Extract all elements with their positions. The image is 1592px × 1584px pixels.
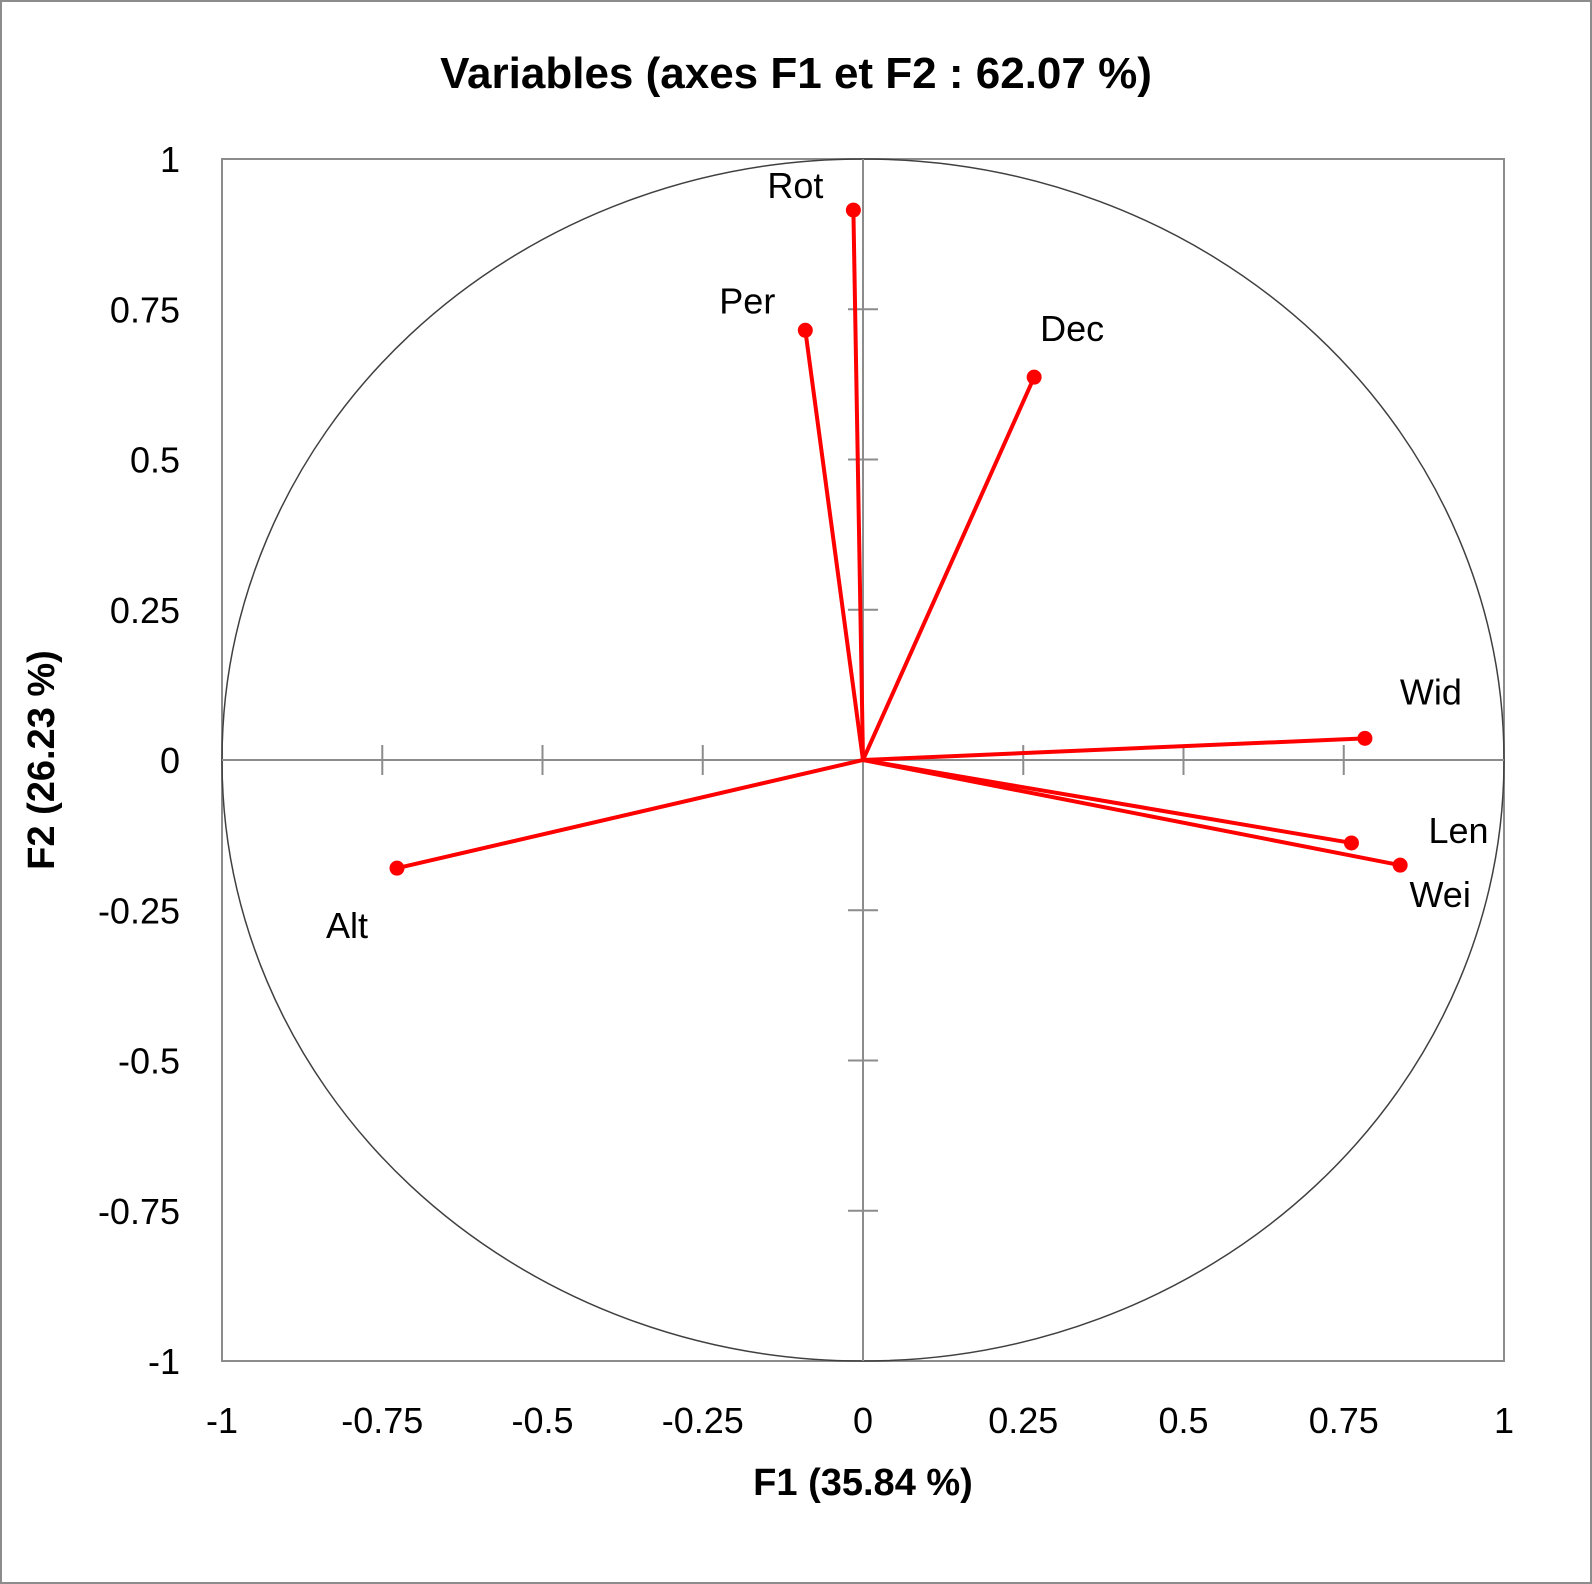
label-wid: Wid — [1400, 671, 1462, 712]
y-tick-label: 0 — [160, 740, 180, 781]
x-tick-label: -0.75 — [341, 1400, 423, 1441]
y-axis-title: F2 (26.23 %) — [21, 650, 63, 870]
y-tick-label: -0.25 — [98, 890, 180, 931]
x-tick-label: -0.25 — [662, 1400, 744, 1441]
y-tick-label: 0.75 — [110, 289, 180, 330]
x-tick-label: 0 — [853, 1400, 873, 1441]
label-per: Per — [719, 280, 775, 321]
x-axis-title: F1 (35.84 %) — [753, 1462, 973, 1504]
vector-rot — [851, 210, 865, 761]
point-wei — [1392, 857, 1408, 873]
label-dec: Dec — [1040, 308, 1104, 349]
y-tick-label: 0.5 — [130, 440, 180, 481]
vector-len — [862, 758, 1352, 845]
y-tick-label: -0.75 — [98, 1191, 180, 1232]
x-tick-label: 0.75 — [1309, 1400, 1379, 1441]
point-alt — [389, 860, 405, 876]
point-dec — [1026, 369, 1042, 385]
x-tick-label: -1 — [206, 1400, 238, 1441]
label-wei: Wei — [1409, 874, 1470, 915]
x-tick-label: 1 — [1494, 1400, 1514, 1441]
y-tick-label: -1 — [148, 1341, 180, 1382]
point-wid — [1357, 730, 1373, 746]
label-alt: Alt — [326, 905, 368, 946]
y-tick-label: 0.25 — [110, 590, 180, 631]
vector-wid — [862, 736, 1365, 762]
label-len: Len — [1428, 810, 1488, 851]
vector-alt — [396, 758, 864, 871]
x-tick-label: -0.5 — [511, 1400, 573, 1441]
x-tick-label: 0.5 — [1158, 1400, 1208, 1441]
vector-wei — [862, 758, 1401, 868]
label-rot: Rot — [767, 165, 823, 206]
point-per — [797, 322, 813, 338]
chart-title: Variables (axes F1 et F2 : 62.07 %) — [440, 49, 1152, 98]
y-tick-label: 1 — [160, 139, 180, 180]
vector-dec — [861, 376, 1036, 761]
point-len — [1343, 835, 1359, 851]
y-tick-label: -0.5 — [118, 1041, 180, 1082]
vector-per — [803, 330, 865, 761]
x-tick-label: 0.25 — [988, 1400, 1058, 1441]
point-rot — [845, 202, 861, 218]
